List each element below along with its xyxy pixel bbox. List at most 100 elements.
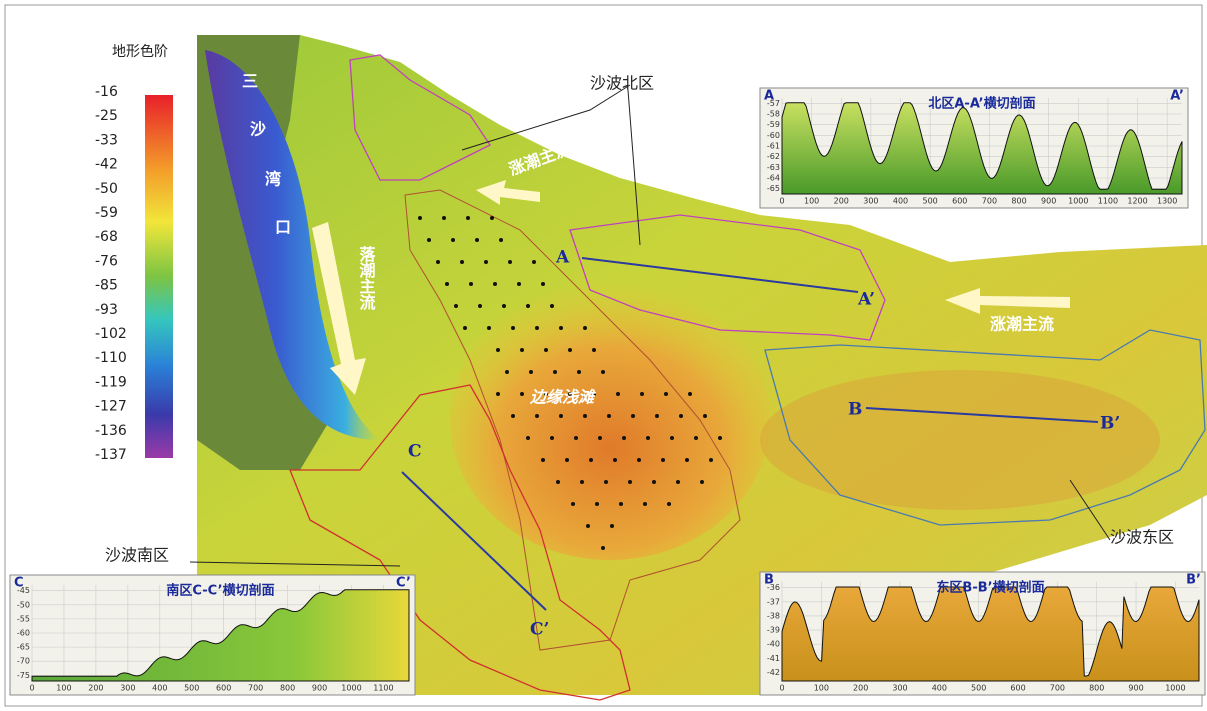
survey-dot [466, 216, 470, 220]
survey-dot [511, 414, 515, 418]
y-tick-label: -60 [17, 629, 30, 638]
survey-dot [478, 304, 482, 308]
legend-label: -102 [95, 326, 127, 342]
survey-dot [664, 392, 668, 396]
survey-dot [550, 304, 554, 308]
x-tick-label: 700 [248, 684, 263, 693]
y-tick-label: -63 [767, 163, 780, 172]
legend-label: -93 [95, 302, 118, 318]
survey-dot [520, 392, 524, 396]
x-tick-label: 0 [779, 684, 784, 693]
survey-dot [631, 414, 635, 418]
color-bar [145, 95, 173, 458]
inset-title: 南区C-C’横切剖面 [166, 583, 274, 599]
legend-label: -76 [95, 253, 118, 269]
survey-dot [436, 260, 440, 264]
legend-label: -136 [95, 423, 127, 439]
survey-dot [598, 436, 602, 440]
x-tick-label: 1000 [341, 684, 361, 693]
inset-end: C’ [396, 576, 411, 591]
x-tick-label: 300 [863, 197, 878, 206]
y-tick-label: -60 [767, 131, 780, 140]
x-tick-label: 500 [923, 197, 938, 206]
y-tick-label: -65 [767, 184, 780, 193]
x-tick-label: 600 [952, 197, 967, 206]
inset-title: 东区B-B’横切剖面 [936, 580, 1044, 596]
survey-dot [463, 326, 467, 330]
y-tick-label: -70 [17, 657, 30, 666]
legend-title: 地形色阶 [112, 43, 168, 60]
section-label: B [848, 400, 862, 420]
survey-dot [580, 480, 584, 484]
y-tick-label: -41 [767, 654, 780, 663]
legend-label: -59 [95, 205, 118, 221]
zone-label: 沙波南区 [105, 546, 169, 565]
y-tick-label: -50 [17, 600, 30, 609]
survey-dot [418, 216, 422, 220]
survey-dot [670, 436, 674, 440]
survey-dot [718, 436, 722, 440]
survey-dot [556, 480, 560, 484]
inset-start: A [764, 89, 774, 104]
survey-dot [703, 414, 707, 418]
survey-dot [640, 392, 644, 396]
x-tick-label: 300 [120, 684, 135, 693]
survey-dot [688, 392, 692, 396]
x-tick-label: 600 [1010, 684, 1025, 693]
inset-start: C [14, 576, 24, 591]
survey-dot [487, 326, 491, 330]
x-tick-label: 1000 [1165, 684, 1185, 693]
x-tick-label: 300 [892, 684, 907, 693]
x-tick-label: 1300 [1157, 197, 1177, 206]
survey-dot [475, 238, 479, 242]
survey-dot [655, 414, 659, 418]
survey-dot [454, 304, 458, 308]
survey-dot [586, 524, 590, 528]
survey-dot [511, 326, 515, 330]
survey-dot [607, 414, 611, 418]
survey-dot [676, 480, 680, 484]
survey-dot [610, 524, 614, 528]
survey-dot [589, 458, 593, 462]
x-tick-label: 700 [1050, 684, 1065, 693]
x-tick-label: 400 [932, 684, 947, 693]
survey-dot [526, 436, 530, 440]
y-tick-label: -42 [767, 668, 780, 677]
survey-dot [613, 458, 617, 462]
flood-label: 涨潮主流 [990, 315, 1054, 334]
survey-dot [505, 370, 509, 374]
survey-dot [520, 348, 524, 352]
y-tick-label: -40 [767, 640, 780, 649]
legend-label: -16 [95, 84, 118, 100]
x-tick-label: 600 [216, 684, 231, 693]
x-tick-label: 1100 [373, 684, 393, 693]
x-tick-label: 800 [1089, 684, 1104, 693]
shoal-color [450, 280, 770, 560]
survey-dot [502, 304, 506, 308]
survey-dot [484, 260, 488, 264]
survey-dot [568, 348, 572, 352]
y-tick-label: -75 [17, 671, 30, 680]
survey-dot [541, 282, 545, 286]
x-tick-label: 900 [1041, 197, 1056, 206]
survey-dot [529, 370, 533, 374]
survey-dot [496, 348, 500, 352]
y-tick-label: -39 [767, 626, 780, 635]
x-tick-label: 400 [893, 197, 908, 206]
survey-dot [619, 502, 623, 506]
survey-dot [427, 238, 431, 242]
survey-dot [508, 260, 512, 264]
survey-dot [535, 326, 539, 330]
profile-inset: -36-37-38-39-40-41-420100200300400500600… [760, 572, 1205, 695]
survey-dot [667, 502, 671, 506]
survey-dot [490, 216, 494, 220]
x-tick-label: 200 [88, 684, 103, 693]
y-tick-label: -61 [767, 142, 780, 151]
survey-dot [517, 282, 521, 286]
x-tick-label: 800 [280, 684, 295, 693]
x-tick-label: 400 [152, 684, 167, 693]
survey-dot [652, 480, 656, 484]
ebb-label: 落潮主流 [357, 245, 376, 311]
